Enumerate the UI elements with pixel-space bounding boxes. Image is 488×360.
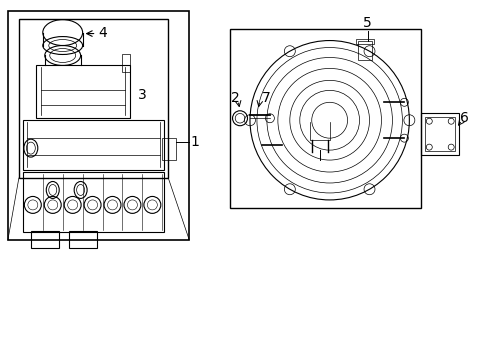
Text: 2: 2 (230, 91, 239, 105)
Text: 3: 3 (138, 88, 147, 102)
Text: 7: 7 (262, 91, 270, 105)
Bar (8, 11, 189, 240)
Bar (421, 113, 458, 155)
Text: 6: 6 (459, 111, 468, 125)
Bar (229, 28, 421, 208)
Text: 1: 1 (190, 135, 199, 149)
Bar (36, 66, 130, 118)
Bar (23, 172, 164, 232)
Bar (162, 138, 176, 160)
Bar (425, 117, 454, 151)
Bar (357, 41, 371, 60)
Bar (68, 231, 96, 248)
Bar (355, 39, 373, 44)
Bar (122, 54, 130, 72)
Bar (31, 231, 59, 248)
Bar (19, 19, 168, 178)
Text: 5: 5 (363, 15, 371, 30)
Text: 4: 4 (99, 26, 107, 40)
Bar (23, 120, 164, 170)
